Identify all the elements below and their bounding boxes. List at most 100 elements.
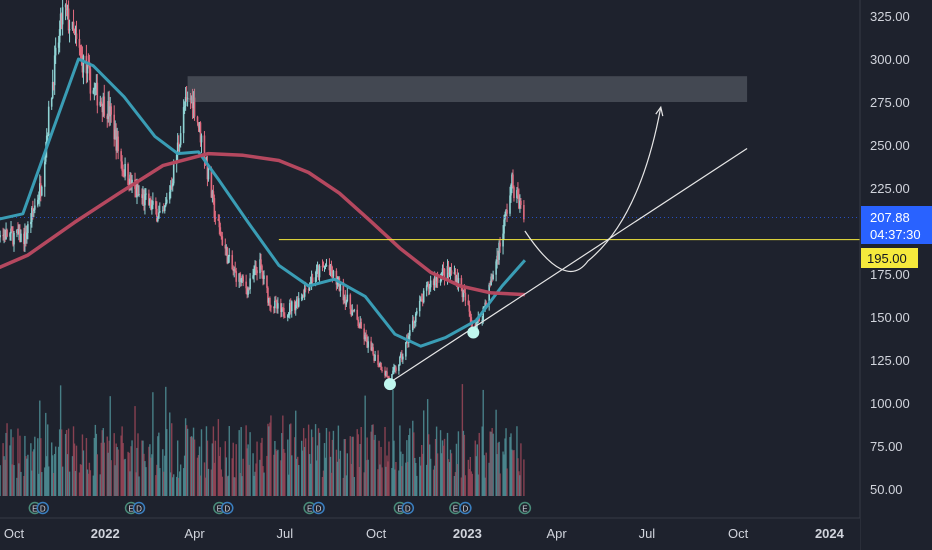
candle-body (488, 284, 490, 306)
volume-bar (173, 474, 175, 496)
y-tick-label: 225.00 (870, 181, 910, 196)
candle-body (6, 229, 8, 237)
candle-body (240, 278, 242, 283)
volume-bar (387, 461, 389, 496)
event-badge-label: E (397, 505, 402, 514)
candle-body (12, 231, 14, 245)
candle-body (295, 299, 298, 305)
candle-body (454, 272, 457, 282)
candle-body (179, 133, 182, 145)
event-badge-dividend[interactable]: D (459, 501, 472, 515)
candle-body (64, 4, 67, 8)
volume-bar (116, 447, 118, 496)
volume-bar (100, 442, 102, 496)
volume-bar (463, 434, 466, 496)
candle-body (46, 135, 49, 137)
candle-body (162, 210, 165, 212)
volume-bar (115, 443, 117, 496)
volume-bar (268, 426, 270, 496)
event-badge-dividend[interactable]: D (132, 501, 146, 515)
x-axis[interactable]: Oct 2022 Apr Jul Oct 2023 Apr Jul Oct 2024 (4, 526, 845, 541)
candle-body (495, 261, 497, 275)
volume-bar (157, 436, 159, 496)
volume-bar (370, 431, 372, 496)
volume-bar (150, 457, 152, 496)
x-tick-label: Jul (639, 526, 656, 541)
candle-body (172, 163, 175, 184)
volume-bar (304, 438, 307, 496)
volume-bar (481, 426, 483, 496)
candle-body (360, 322, 362, 329)
volume-bar (138, 476, 140, 496)
event-badge-dividend[interactable]: D (401, 501, 415, 515)
volume-bar (5, 432, 7, 496)
volume-bar (506, 468, 508, 496)
candle-body (426, 284, 429, 286)
volume-bar (246, 448, 248, 496)
event-badge-label: E (217, 505, 222, 514)
volume-bar (366, 437, 368, 496)
candle-body (346, 294, 349, 302)
candle-body (411, 320, 414, 331)
candle-body (231, 255, 234, 270)
candle-body (434, 277, 437, 282)
volume-bar (103, 442, 105, 496)
candle-body (344, 296, 347, 305)
volume-bar (455, 443, 458, 496)
candle-body (38, 197, 40, 200)
volume-bar (498, 441, 500, 496)
volume-bar (439, 430, 442, 496)
volume-bar (73, 443, 76, 496)
candle-body (114, 129, 116, 140)
volume-bar (276, 451, 278, 496)
candle-body (196, 116, 199, 123)
volume-bar (331, 439, 334, 496)
event-badge-circle (132, 501, 146, 515)
candle-body (10, 228, 12, 234)
candle-body (59, 13, 62, 30)
volume-bar (164, 455, 166, 496)
volume-bar (301, 450, 304, 496)
volume-bar (464, 475, 467, 496)
candle-body (246, 288, 248, 295)
candle-body (51, 81, 54, 99)
candle-body (115, 129, 117, 151)
candle-body (255, 266, 257, 271)
volume-bar (475, 456, 477, 496)
volume-bar (211, 443, 214, 496)
candle-body (310, 277, 313, 284)
candle-body (448, 272, 451, 274)
candle-body (350, 308, 353, 316)
candle-body (266, 275, 268, 288)
volume-bar (266, 455, 268, 496)
candle-body (203, 135, 206, 162)
candle-body (190, 95, 193, 100)
volume-bar (273, 454, 275, 496)
volume-bar (75, 445, 78, 496)
event-badge-earnings[interactable]: E (303, 501, 316, 515)
volume-bar (400, 451, 402, 496)
event-badge-dividend[interactable]: D (36, 501, 50, 515)
candle-body (226, 247, 229, 264)
volume-bar (99, 474, 102, 496)
candle-body (311, 277, 314, 282)
volume-bar (40, 438, 42, 496)
event-badge-dividend[interactable]: D (221, 501, 234, 515)
candle-body (436, 277, 439, 283)
event-badge-earnings[interactable]: E (518, 501, 532, 515)
volume-bar (288, 474, 290, 496)
volume-bar (392, 389, 394, 496)
candle-body (199, 122, 202, 143)
time-axis-background (0, 518, 860, 550)
candle-body (157, 218, 159, 222)
volume-bar (231, 458, 233, 496)
event-badge-dividend[interactable]: D (312, 501, 325, 515)
volume-bar (185, 425, 188, 496)
candle-body (232, 269, 235, 271)
candle-body (233, 269, 236, 271)
candle-body (17, 229, 19, 235)
volume-bar (171, 423, 173, 496)
volume-bar (332, 430, 335, 496)
